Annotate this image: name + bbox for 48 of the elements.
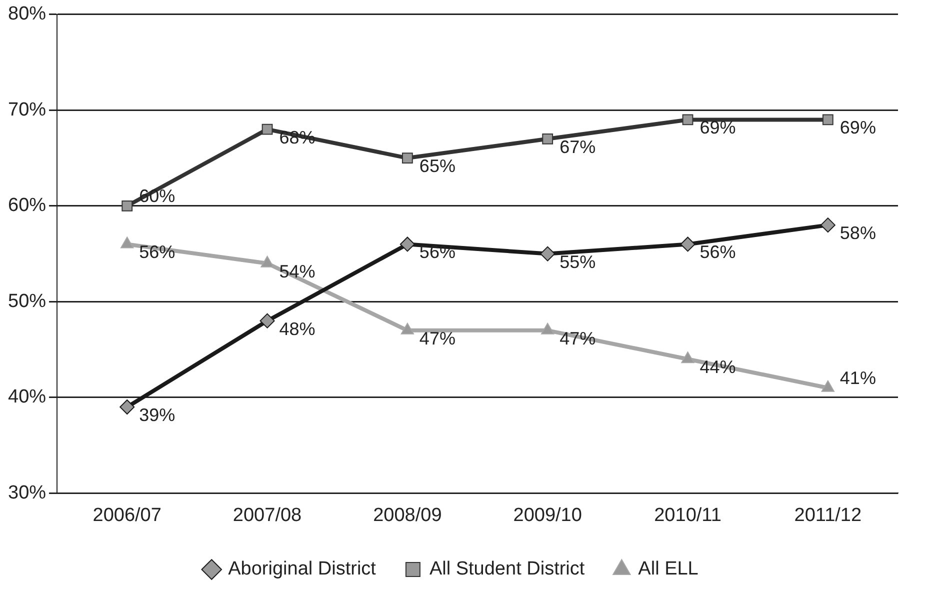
point [540,246,556,262]
point [820,218,836,233]
data-label: 69% [840,118,876,138]
data-label: 56% [139,242,176,262]
point [400,322,414,334]
point [120,236,134,248]
legend-label: Aboriginal District [228,558,377,580]
point [402,152,413,164]
point [821,380,834,392]
point [262,124,273,135]
data-label: 56% [700,242,736,262]
point [542,133,554,144]
y-tick-label: 50% [8,290,46,312]
point [541,322,554,334]
data-label: 44% [700,357,736,378]
point [681,352,694,364]
point [680,236,696,252]
point [682,114,694,126]
x-tick-label: 2009/10 [513,504,582,526]
x-tick-label: 2008/09 [373,504,442,526]
data-label: 47% [560,328,596,348]
data-label: 39% [139,404,176,425]
y-tick-label: 40% [8,386,46,408]
legend-label: All Student District [429,558,586,580]
data-label: 48% [279,318,316,339]
point [822,114,834,126]
x-tick-label: 2006/07 [92,504,162,526]
point [122,200,133,212]
legend-label: All ELL [638,558,698,580]
point [400,236,415,252]
data-label: 67% [560,136,596,157]
data-label: 58% [840,223,876,244]
data-label: 41% [840,368,876,388]
data-label: 47% [419,328,456,348]
data-label: 69% [700,118,736,138]
x-tick-label: 2007/08 [232,504,302,526]
y-tick-label: 70% [8,99,46,120]
x-tick-label: 2010/11 [654,504,722,526]
y-tick-label: 60% [8,195,46,216]
data-label: 55% [560,252,596,272]
y-tick-label: 80% [8,4,46,25]
data-label: 56% [419,242,456,262]
y-tick-label: 30% [8,482,46,504]
data-label: 54% [279,261,316,282]
x-tick-label: 2011/12 [794,504,862,526]
point [260,313,275,328]
point [260,256,274,268]
data-label: 65% [419,156,456,176]
